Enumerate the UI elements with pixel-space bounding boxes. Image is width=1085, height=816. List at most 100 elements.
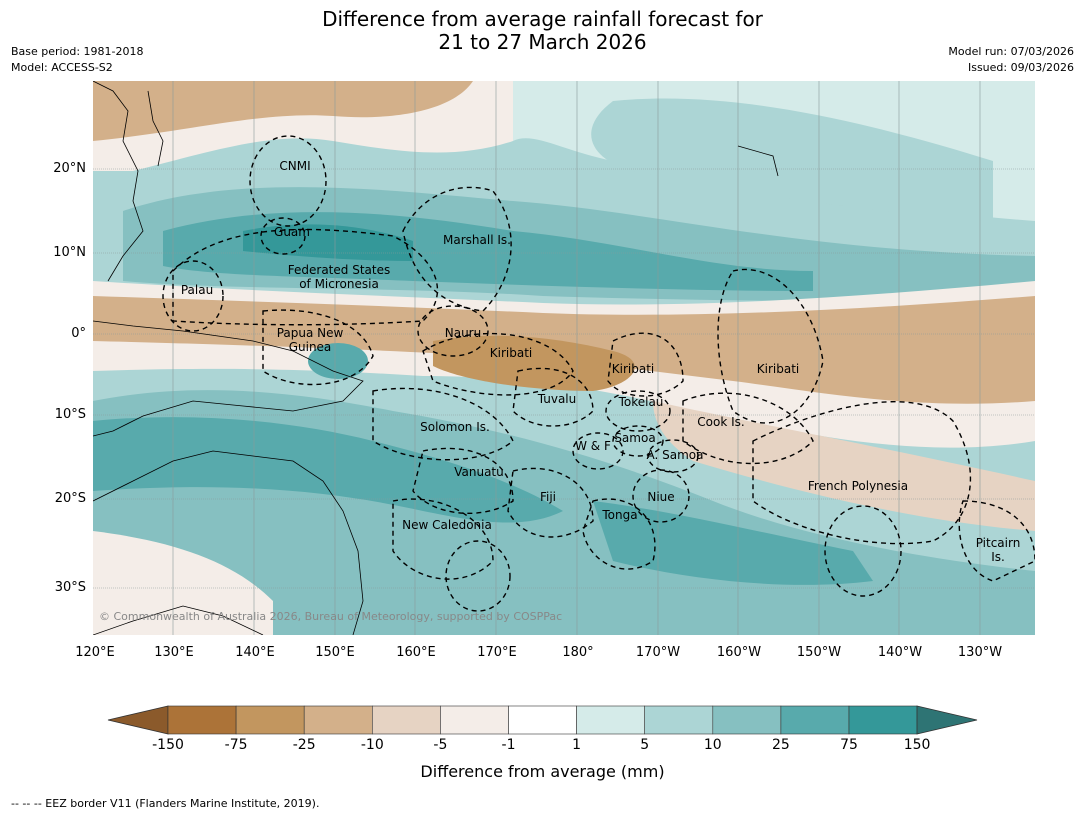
eez-cook	[682, 392, 814, 465]
label-solomon: Solomon Is.	[420, 420, 490, 434]
colorbar-tick-label: 1	[572, 737, 582, 753]
map-svg: CNMI Guam Marshall Is. Federated States …	[93, 81, 1035, 635]
colorbar-cell	[576, 705, 645, 735]
meta-left: Base period: 1981-2018 Model: ACCESS-S2	[11, 44, 143, 76]
colorbar-tick-label: 10	[703, 737, 722, 753]
eez-wf	[572, 432, 624, 470]
colorbar-cell	[235, 705, 305, 735]
forecast-map: CNMI Guam Marshall Is. Federated States …	[93, 81, 1035, 635]
eez-palau	[162, 260, 224, 332]
lon-label-140w: 140°W	[877, 645, 923, 660]
lon-label-150w: 150°W	[796, 645, 842, 660]
colorbar-cell	[644, 705, 714, 735]
eez-tonga	[582, 498, 656, 570]
label-png-2: Guinea	[289, 340, 332, 354]
colorbar-cell	[780, 705, 850, 735]
title-line-1: Difference from average rainfall forecas…	[322, 7, 763, 31]
colorbar-tick-label: -25	[292, 737, 316, 753]
field-png-spot	[308, 343, 368, 379]
graticule	[93, 81, 1035, 635]
label-fiji: Fiji	[540, 490, 556, 504]
lon-label-130w: 130°W	[957, 645, 1003, 660]
colorbar-tick-label: 25	[771, 737, 790, 753]
label-cook: Cook Is.	[697, 415, 744, 429]
label-vanuatu: Vanuatu	[454, 465, 504, 479]
eez-borders	[162, 135, 1035, 612]
colorbar-cells	[167, 705, 918, 735]
label-fsm-2: of Micronesia	[299, 277, 379, 291]
label-png-1: Papua New	[277, 326, 344, 340]
label-french-polynesia: French Polynesia	[808, 479, 908, 493]
label-new-caledonia: New Caledonia	[402, 518, 492, 532]
label-palau: Palau	[181, 283, 213, 297]
colorbar-tick-label: -150	[152, 737, 184, 753]
lat-label-20n: 20°N	[53, 161, 86, 176]
colorbar-cell	[303, 705, 373, 735]
label-tonga: Tonga	[601, 508, 637, 522]
colorbar-cell	[167, 705, 237, 735]
colorbar-tick-label: 150	[903, 737, 931, 753]
label-tuvalu: Tuvalu	[537, 392, 577, 406]
eez-pitcairn	[958, 500, 1035, 582]
eez-vanuatu	[412, 447, 514, 514]
eez-fsm	[172, 228, 439, 326]
eez-norfolk	[445, 540, 511, 612]
eez-footnote: -- -- -- EEZ border V11 (Flanders Marine…	[11, 797, 320, 810]
title-line-2: 21 to 27 March 2026	[438, 30, 647, 54]
eez-niue	[632, 469, 690, 523]
lat-label-20s: 20°S	[54, 491, 86, 506]
eez-tokelau	[605, 390, 671, 432]
label-wf: W & F	[575, 439, 611, 453]
eez-cnmi	[249, 135, 327, 227]
field-north-brown	[93, 81, 473, 141]
label-kiribati-e: Kiribati	[757, 362, 799, 376]
colorbar-tick-label: -1	[501, 737, 516, 753]
eez-marshall	[402, 186, 512, 312]
label-fsm-1: Federated States	[288, 263, 390, 277]
eez-png	[262, 309, 374, 386]
colorbar-under-arrow	[107, 705, 169, 735]
lon-label-120e: 120°E	[75, 645, 115, 660]
lon-label-130e: 130°E	[154, 645, 194, 660]
field-ne-teal	[591, 98, 993, 221]
eez-new-caledonia	[392, 498, 494, 580]
field-fp-brown	[653, 401, 1035, 531]
model-name: Model: ACCESS-S2	[11, 61, 113, 74]
colorbar-tick-label: -5	[433, 737, 448, 753]
lon-label-150e: 150°E	[315, 645, 355, 660]
label-kiribati-c: Kiribati	[612, 362, 654, 376]
label-asamoa: A. Samoa	[647, 448, 704, 462]
label-samoa: Samoa	[614, 431, 655, 445]
label-kiribati-w: Kiribati	[490, 346, 532, 360]
label-nauru: Nauru	[445, 326, 481, 340]
field-sw-pale	[93, 531, 273, 635]
lat-label-10s: 10°S	[54, 407, 86, 422]
eez-kiribati-e	[717, 268, 824, 424]
colorbar-cell	[371, 705, 441, 735]
colorbar-tick-label: -10	[360, 737, 384, 753]
eez-guam	[260, 217, 306, 255]
lat-label-0: 0°	[71, 326, 86, 341]
colorbar-tick-label: 5	[640, 737, 650, 753]
lat-label-30s: 30°S	[54, 580, 86, 595]
label-pitcairn-2: Is.	[991, 550, 1005, 564]
lon-label-140e: 140°E	[235, 645, 275, 660]
eez-samoa	[612, 425, 664, 457]
coastlines	[93, 81, 779, 635]
colorbar-cell	[440, 705, 509, 735]
region-labels: CNMI Guam Marshall Is. Federated States …	[181, 159, 1020, 564]
colorbar-cell	[848, 705, 918, 735]
model-run: Model run: 07/03/2026	[948, 45, 1074, 58]
eez-solomon	[372, 387, 514, 461]
field-sw-teal-core	[93, 417, 563, 523]
colorbar-tick-label: 75	[840, 737, 858, 753]
label-niue: Niue	[647, 490, 674, 504]
colorbar	[107, 705, 978, 735]
colorbar-title: Difference from average (mm)	[420, 762, 665, 781]
colorbar-over-arrow	[916, 705, 978, 735]
lon-label-170e: 170°E	[477, 645, 517, 660]
base-period: Base period: 1981-2018	[11, 45, 144, 58]
copyright-notice: © Commonwealth of Australia 2026, Bureau…	[99, 610, 563, 623]
label-guam: Guam	[274, 225, 310, 239]
eez-french-polynesia	[752, 401, 972, 545]
